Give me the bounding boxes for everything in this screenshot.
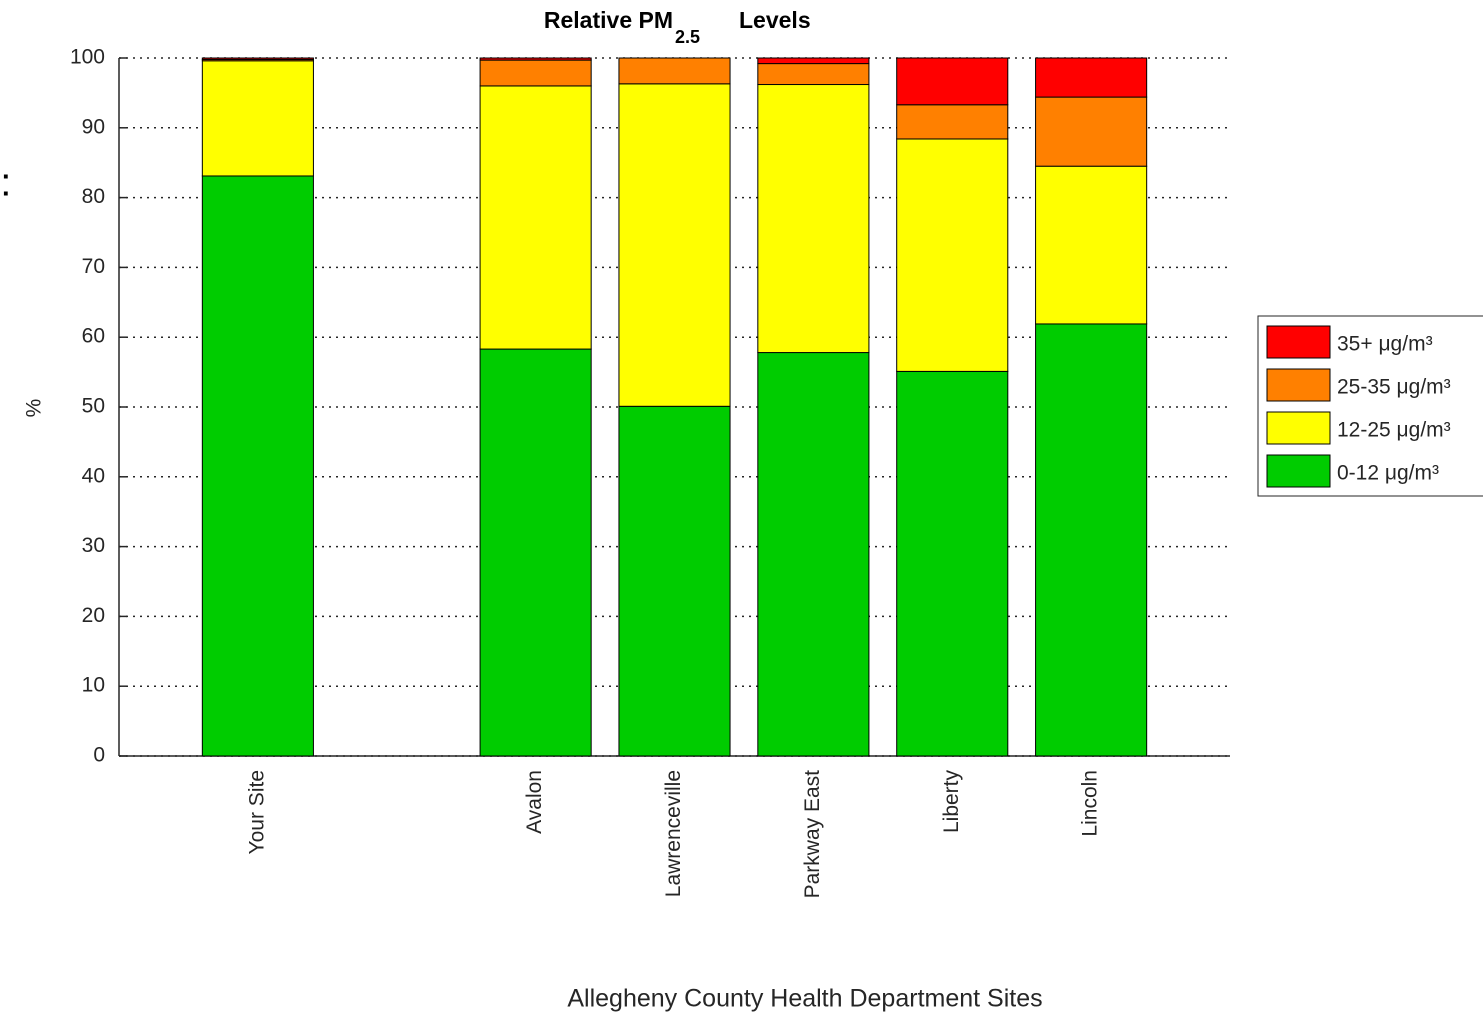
legend-swatch xyxy=(1266,368,1331,402)
legend-label: 35+ μg/m³ xyxy=(1337,333,1433,356)
bar-segment xyxy=(757,84,870,354)
legend-label: 12-25 μg/m³ xyxy=(1337,419,1451,442)
bar-segment xyxy=(479,57,592,61)
bar-segment xyxy=(896,370,1009,757)
legend-label: 0-12 μg/m³ xyxy=(1337,462,1439,485)
y-tick-label: 20 xyxy=(82,604,105,627)
bar-segment xyxy=(896,57,1009,106)
bar-segment xyxy=(479,59,592,87)
x-axis-label: Allegheny County Health Department Sites xyxy=(567,985,1042,1013)
bar-segment xyxy=(1035,57,1148,98)
legend-swatch xyxy=(1266,325,1331,359)
y-tick-label: 60 xyxy=(82,325,105,348)
y-axis-label: % xyxy=(23,399,46,418)
bar-segment xyxy=(757,63,870,86)
bar-segment xyxy=(618,57,731,85)
legend-label: 25-35 μg/m³ xyxy=(1337,376,1451,399)
bar-segment xyxy=(201,175,314,757)
bar-segment xyxy=(479,348,592,757)
bar-segment xyxy=(757,57,870,65)
y-tick-label: 0 xyxy=(93,744,105,767)
y-tick-label: 30 xyxy=(82,534,105,557)
bar-segment xyxy=(479,85,592,350)
legend-swatch xyxy=(1266,454,1331,488)
bar-segment xyxy=(896,104,1009,140)
legend-swatch xyxy=(1266,411,1331,445)
y-tick-label: 80 xyxy=(82,185,105,208)
chart-title: Relative PM xyxy=(544,7,673,33)
bar-segment xyxy=(201,57,314,60)
y-tick-label: 100 xyxy=(70,46,105,69)
bar-segment xyxy=(618,405,731,757)
y-tick-label: 50 xyxy=(82,395,105,418)
y-tick-label: 70 xyxy=(82,255,105,278)
x-tick-label: Your Site xyxy=(245,770,268,854)
y-tick-label: 10 xyxy=(82,674,105,697)
bar-segment xyxy=(1035,96,1148,167)
bar-segment xyxy=(618,83,731,407)
x-tick-label: Avalon xyxy=(523,770,546,834)
y-tick-label: 40 xyxy=(82,464,105,487)
bar-segment xyxy=(896,138,1009,372)
x-tick-label: Parkway East xyxy=(801,770,824,899)
chart-title: Levels xyxy=(739,7,811,33)
y-tick-label: 90 xyxy=(82,115,105,138)
bar-segment xyxy=(757,352,870,757)
x-tick-label: Lincoln xyxy=(1079,770,1102,837)
chart-title-subscript: 2.5 xyxy=(675,27,700,47)
bar-segment xyxy=(1035,165,1148,325)
annotation: e: xyxy=(0,161,11,205)
bar-segment xyxy=(1035,323,1148,757)
x-tick-label: Lawrenceville xyxy=(662,770,685,897)
bar-segment xyxy=(201,60,314,177)
x-tick-label: Liberty xyxy=(940,770,963,834)
